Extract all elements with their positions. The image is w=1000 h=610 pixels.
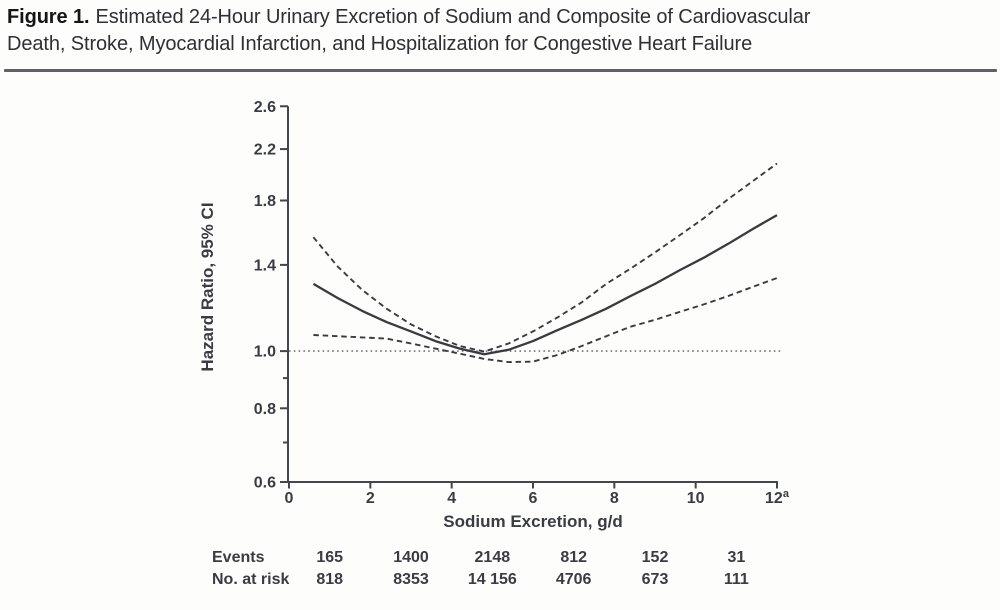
curve-ci-upper: [312, 162, 778, 353]
axes: [280, 105, 779, 489]
x-axis-title: Sodium Excretion, g/d: [443, 512, 622, 531]
x-tick-label: 4: [447, 490, 456, 507]
axis-tick-labels: 2.6 2.2 1.8 1.4 1.0 0.8 0.6 0 2 4 6 8 10 12a: [254, 99, 790, 507]
risk-table: Events 165 1400 2148 812 152 31 No. at risk 818 8…: [212, 549, 749, 588]
y-tick-label: 1.4: [254, 257, 276, 274]
x-tick-label: 12a: [765, 488, 790, 507]
risk-value: 8353: [393, 571, 429, 588]
risk-value: 111: [724, 571, 749, 588]
risk-value: 14 156: [468, 571, 517, 588]
y-axis-title: Hazard Ratio, 95% CI: [198, 202, 217, 371]
risk-value: 673: [642, 571, 669, 588]
curve-hazard-ratio: [312, 214, 778, 356]
figure-title-line2: Death, Stroke, Myocardial Infarction, an…: [7, 32, 753, 55]
caption-divider: [4, 69, 997, 72]
risk-row-label: Events: [212, 549, 265, 566]
figure-number: Figure 1.: [7, 6, 90, 28]
x-tick-label: 0: [285, 490, 294, 507]
x-tick-label: 10: [687, 490, 705, 507]
y-tick-label: 0.8: [254, 401, 276, 418]
risk-value: 1400: [393, 549, 429, 566]
risk-value: 165: [316, 549, 343, 566]
risk-value: 4706: [556, 571, 592, 588]
risk-value: 152: [642, 549, 669, 566]
risk-value: 818: [316, 571, 343, 588]
y-tick-label: 2.6: [254, 99, 276, 116]
figure-caption: Figure 1. Estimated 24-Hour Urinary Excre…: [7, 4, 995, 57]
chart-canvas: 2.6 2.2 1.8 1.4 1.0 0.8 0.6 0 2 4 6 8 10 12a Hazard Ra…: [198, 99, 790, 588]
footnote-superscript: a: [783, 488, 790, 500]
y-tick-label: 1.0: [254, 344, 276, 361]
x-tick-label: 8: [610, 490, 619, 507]
risk-row-label: No. at risk: [212, 571, 289, 588]
risk-value: 812: [560, 549, 587, 566]
risk-value: 31: [727, 549, 745, 566]
x-tick-label: 6: [529, 490, 538, 507]
y-tick-label: 2.2: [254, 142, 276, 159]
x-tick-label: 2: [366, 490, 375, 507]
y-tick-label: 0.6: [254, 475, 276, 492]
figure-title-line1: Estimated 24-Hour Urinary Excretion of S…: [95, 6, 811, 28]
risk-value: 2148: [475, 549, 511, 566]
curve-ci-lower: [313, 277, 778, 364]
y-tick-label: 1.8: [254, 193, 276, 210]
